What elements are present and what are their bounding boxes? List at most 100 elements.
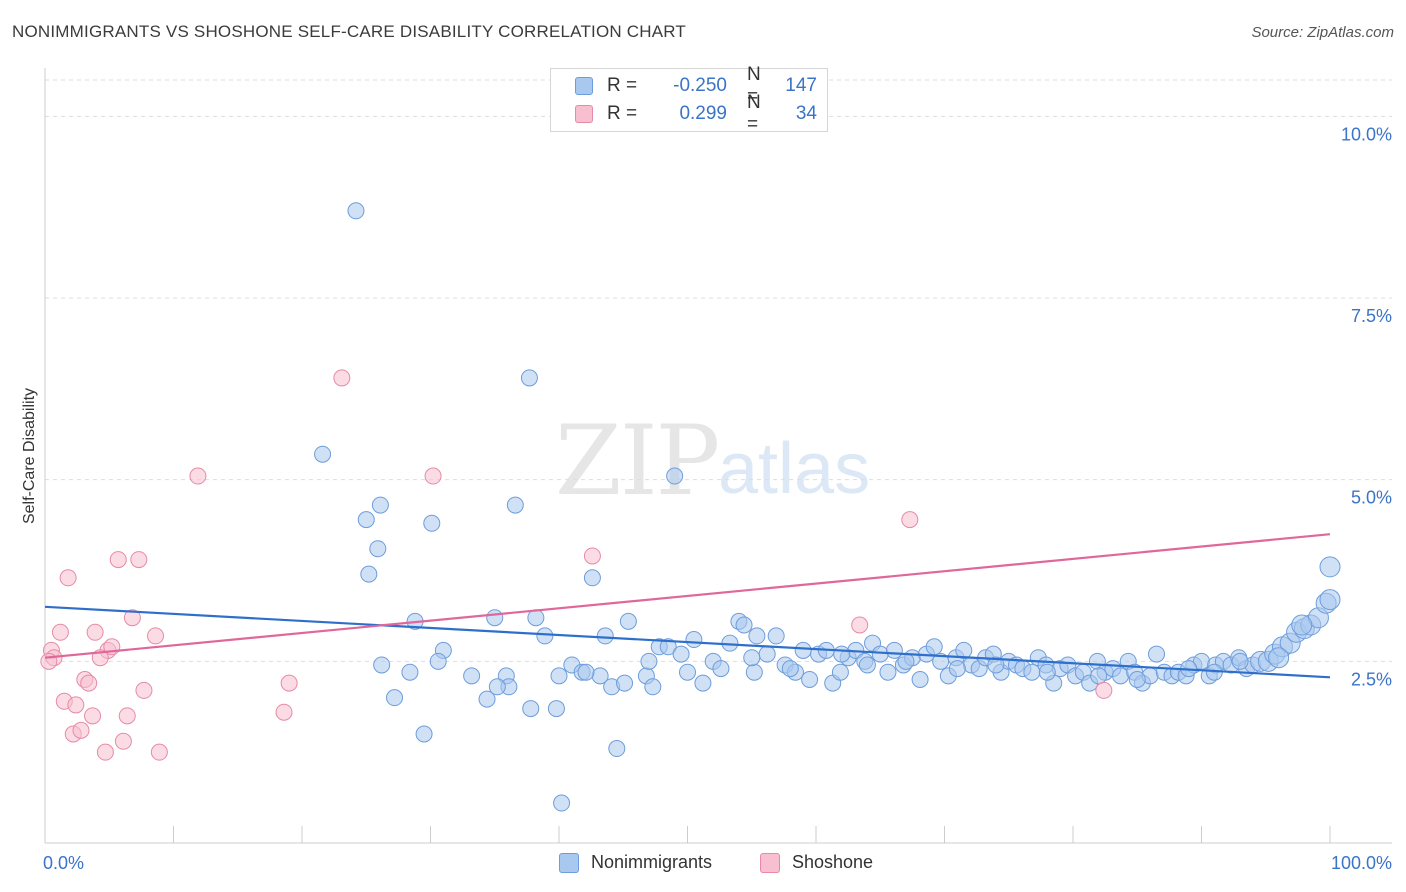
chart-source: Source: ZipAtlas.com xyxy=(1251,24,1394,41)
data-point-shoshone xyxy=(135,681,153,699)
data-point-nonimmigrants xyxy=(463,667,481,685)
data-point-nonimmigrants xyxy=(415,725,433,743)
data-point-nonimmigrants xyxy=(743,649,761,667)
data-point-shoshone xyxy=(51,623,69,641)
pink-swatch-icon xyxy=(575,105,593,123)
tick-labels: 2.5% 5.0% 7.5% 10.0% 0.0% 100.0% xyxy=(43,124,1392,873)
y-tick-label: 2.5% xyxy=(1351,669,1392,689)
data-point-nonimmigrants xyxy=(608,740,626,758)
data-point-nonimmigrants xyxy=(745,663,763,681)
data-point-nonimmigrants xyxy=(619,612,637,630)
data-point-nonimmigrants xyxy=(879,663,897,681)
data-point-shoshone xyxy=(118,707,136,725)
data-point-nonimmigrants xyxy=(801,671,819,688)
data-point-nonimmigrants xyxy=(694,674,712,692)
n-value: 34 xyxy=(795,103,817,124)
data-point-nonimmigrants xyxy=(486,609,504,627)
blue-swatch-icon xyxy=(559,852,579,873)
data-point-shoshone xyxy=(275,703,293,721)
r-label: R = xyxy=(607,75,638,96)
data-point-shoshone xyxy=(189,467,207,485)
data-point-shoshone xyxy=(80,674,98,692)
watermark-zip: ZIP xyxy=(555,405,720,517)
trend-line-shoshone xyxy=(44,533,1331,659)
data-point-nonimmigrants xyxy=(522,700,540,718)
data-point-nonimmigrants xyxy=(577,663,595,681)
legend-item-shoshone[interactable]: Shoshone xyxy=(760,852,873,873)
n-value: 147 xyxy=(785,75,817,96)
data-point-nonimmigrants xyxy=(401,663,419,681)
legend-row-nonimmigrants: R = -0.250 N = 147 xyxy=(575,64,817,107)
data-point-nonimmigrants xyxy=(596,627,614,645)
series-shoshone xyxy=(40,369,1113,761)
data-point-nonimmigrants xyxy=(831,663,849,681)
data-point-nonimmigrants xyxy=(1319,589,1341,611)
data-point-shoshone xyxy=(130,551,148,569)
data-point-nonimmigrants xyxy=(644,678,662,696)
data-point-shoshone xyxy=(72,721,90,739)
x-tick-label: 100.0% xyxy=(1331,853,1392,873)
data-point-nonimmigrants xyxy=(520,369,538,387)
trend-line-nonimmigrants xyxy=(44,605,1331,679)
data-point-nonimmigrants xyxy=(1268,647,1290,669)
data-point-shoshone xyxy=(851,616,869,634)
data-point-nonimmigrants xyxy=(429,652,447,670)
data-point-nonimmigrants xyxy=(1038,663,1056,681)
data-point-nonimmigrants xyxy=(536,627,554,645)
data-point-nonimmigrants xyxy=(748,627,766,645)
chart-title: NONIMMIGRANTS VS SHOSHONE SELF-CARE DISA… xyxy=(12,22,687,41)
data-point-nonimmigrants xyxy=(666,467,684,485)
data-point-nonimmigrants xyxy=(553,794,571,812)
legend-item-nonimmigrants[interactable]: Nonimmigrants xyxy=(559,852,712,873)
blue-swatch-icon xyxy=(575,77,593,95)
data-point-nonimmigrants xyxy=(478,690,496,708)
legend-row-shoshone: R = 0.299 N = 34 xyxy=(575,92,817,135)
pink-swatch-icon xyxy=(760,852,780,873)
data-point-nonimmigrants xyxy=(547,700,565,718)
data-point-nonimmigrants xyxy=(1112,667,1130,685)
data-point-nonimmigrants xyxy=(616,674,634,692)
data-point-nonimmigrants xyxy=(679,663,696,681)
r-value: -0.250 xyxy=(673,75,727,96)
data-point-shoshone xyxy=(86,623,104,641)
data-point-shoshone xyxy=(84,707,102,725)
data-point-shoshone xyxy=(150,743,168,761)
data-point-nonimmigrants xyxy=(712,660,730,678)
data-point-shoshone xyxy=(96,743,114,761)
data-point-shoshone xyxy=(109,551,127,569)
data-point-nonimmigrants xyxy=(758,645,776,663)
data-point-nonimmigrants xyxy=(987,656,1005,674)
data-point-shoshone xyxy=(114,732,132,750)
data-point-nonimmigrants xyxy=(871,645,889,663)
data-point-nonimmigrants xyxy=(488,678,506,696)
legend-label: Nonimmigrants xyxy=(591,852,713,872)
data-point-nonimmigrants xyxy=(550,667,568,685)
series-nonimmigrants xyxy=(314,202,1341,812)
data-point-nonimmigrants xyxy=(1128,671,1146,688)
data-point-nonimmigrants xyxy=(781,660,799,678)
y-tick-label: 5.0% xyxy=(1351,488,1392,508)
data-point-shoshone xyxy=(147,627,165,645)
data-point-nonimmigrants xyxy=(640,652,658,670)
data-point-nonimmigrants xyxy=(672,645,690,663)
grid-lines xyxy=(45,79,1392,662)
data-point-shoshone xyxy=(280,674,298,692)
data-point-nonimmigrants xyxy=(506,496,524,514)
x-tick-label: 0.0% xyxy=(43,853,84,873)
data-point-nonimmigrants xyxy=(925,638,943,656)
watermark-atlas: atlas xyxy=(718,429,871,509)
data-point-nonimmigrants xyxy=(735,616,753,634)
legend-label: Shoshone xyxy=(792,852,874,872)
data-point-nonimmigrants xyxy=(1148,645,1166,663)
data-point-nonimmigrants xyxy=(1023,663,1041,681)
data-point-shoshone xyxy=(583,547,601,565)
data-point-shoshone xyxy=(424,467,442,485)
data-point-nonimmigrants xyxy=(794,641,812,659)
y-tick-label: 7.5% xyxy=(1351,306,1392,326)
data-point-nonimmigrants xyxy=(948,660,966,678)
data-point-nonimmigrants xyxy=(767,627,785,645)
data-point-nonimmigrants xyxy=(314,445,332,463)
data-point-nonimmigrants xyxy=(1319,556,1341,578)
data-point-nonimmigrants xyxy=(858,656,876,674)
data-point-nonimmigrants xyxy=(360,565,378,583)
